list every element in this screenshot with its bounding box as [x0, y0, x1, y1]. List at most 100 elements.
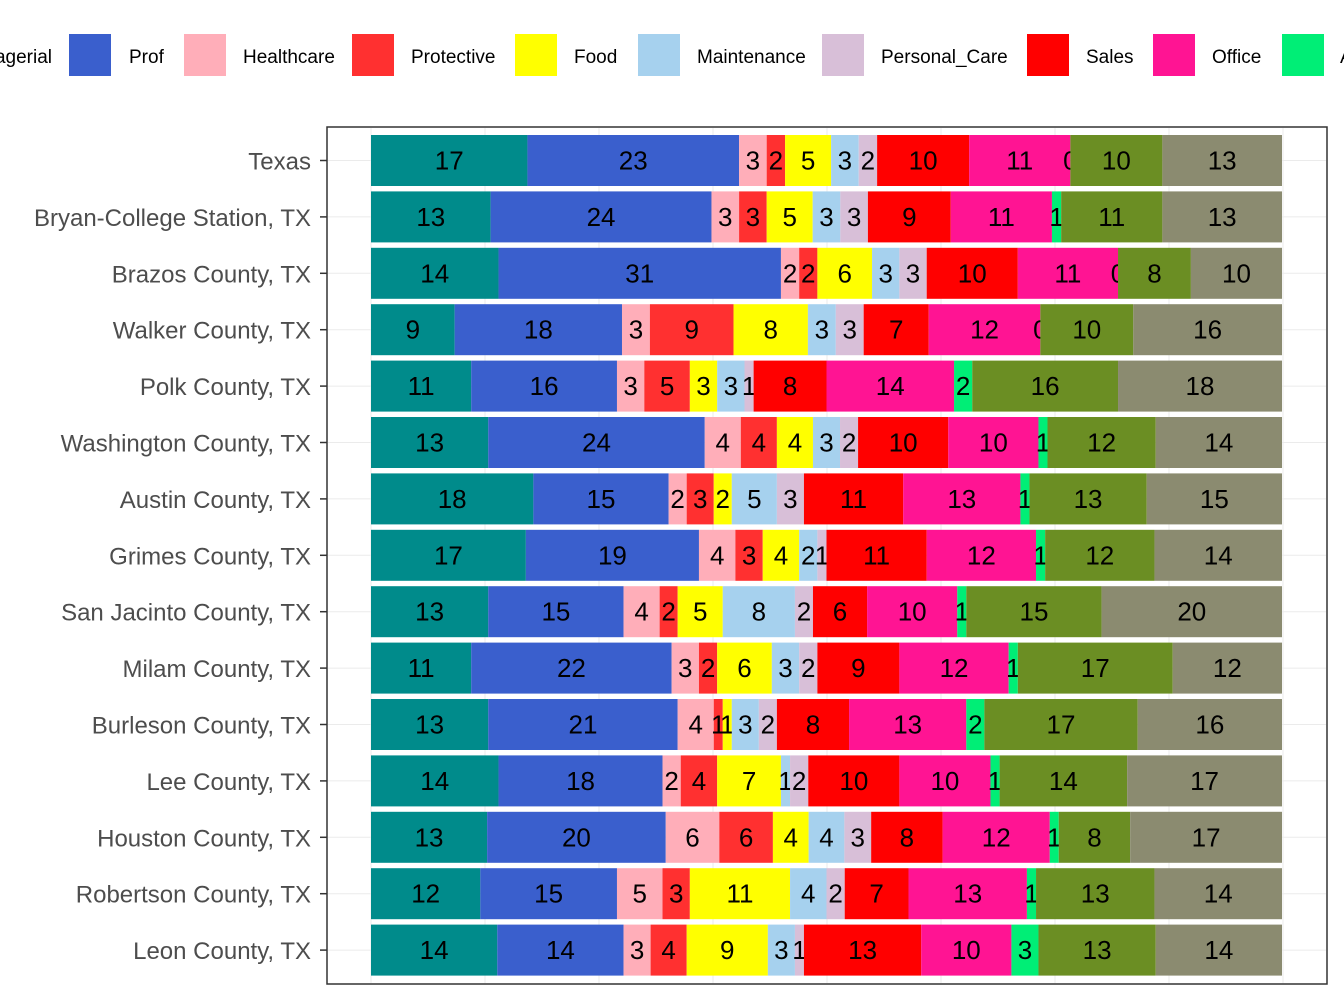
data-label: 13	[1074, 484, 1103, 514]
bar-row: 9183983371201016	[371, 304, 1282, 356]
bar-segment	[776, 699, 850, 750]
data-label: 24	[587, 202, 616, 232]
data-label: 11	[408, 371, 435, 401]
data-label: 7	[869, 879, 883, 909]
bar-segment	[497, 924, 624, 976]
data-label: 14	[420, 258, 449, 288]
bar-segment	[954, 360, 973, 412]
data-label: 1	[988, 766, 1002, 796]
legend-key	[1282, 34, 1324, 76]
legend-key	[1153, 34, 1195, 76]
data-label: 13	[415, 822, 444, 852]
bar-segment	[767, 924, 795, 976]
bar-segment	[722, 699, 732, 750]
y-tick-label: Leon County, TX	[133, 938, 311, 965]
bar-segment	[371, 473, 534, 525]
bar-segment	[1017, 642, 1173, 694]
bar-segment	[926, 247, 1018, 299]
bar-row: 12 15 5 3 11 4 2 7 13 1 13 14	[371, 868, 1282, 920]
bar-segment	[527, 135, 740, 186]
data-label: 2	[664, 766, 678, 796]
data-label: 1	[720, 710, 734, 740]
bar-segment	[1058, 811, 1131, 863]
bar-segment	[899, 755, 991, 807]
data-label: 10	[909, 146, 938, 176]
y-tick-label: Bryan-College Station, TX	[34, 205, 311, 232]
bar-segment	[1020, 473, 1030, 525]
y-axis: Texas Bryan-College Station, TX Brazos Cou…	[34, 149, 327, 965]
legend-label: Office	[1212, 47, 1261, 68]
bar-row: 17 19 4 3 4 2 1 11 12 1 12 14	[371, 529, 1282, 581]
bar-row: 14312263310110810	[371, 247, 1282, 299]
data-label: 3	[669, 879, 683, 909]
bar-segment	[957, 586, 967, 638]
bar-segment	[780, 247, 800, 299]
bar-segment	[803, 473, 904, 525]
data-label: 4	[710, 540, 724, 570]
bar-segment	[717, 360, 745, 412]
bar-segment	[972, 360, 1119, 412]
bar-segment	[623, 586, 660, 638]
data-label: 13	[893, 710, 922, 740]
data-label: 1	[778, 766, 792, 796]
data-label: 15	[1200, 484, 1229, 514]
bar-segment	[498, 755, 663, 807]
y-tick-label: Walker County, TX	[113, 318, 311, 345]
bar-segment	[698, 529, 736, 581]
bar-segment	[807, 304, 836, 356]
data-label: 10	[898, 597, 927, 627]
bar-segment	[808, 755, 900, 807]
bar-segment	[487, 811, 666, 863]
data-label: 13	[947, 484, 976, 514]
bar-segment	[686, 473, 714, 525]
bar-segment	[1029, 473, 1147, 525]
data-label: 10	[1222, 258, 1251, 288]
data-label: 3	[778, 653, 792, 683]
bar-segment	[867, 586, 958, 638]
data-label: 7	[889, 315, 903, 345]
bar-segment	[999, 755, 1128, 807]
data-label: 3	[718, 202, 732, 232]
bar-segment	[533, 473, 669, 525]
data-label: 1	[711, 710, 725, 740]
bar-segment	[471, 360, 617, 412]
bar-segment	[371, 191, 491, 243]
bar-segment	[908, 868, 1027, 920]
data-label: 4	[688, 710, 702, 740]
data-label: 16	[1031, 371, 1060, 401]
bar-segment	[616, 868, 663, 920]
bar-segment	[948, 417, 1039, 468]
legend-label: Maintenance	[697, 47, 806, 68]
y-tick-label: Lee County, TX	[146, 769, 311, 796]
chart-legend: agerial Prof Healthcare Protective Food Maint…	[0, 34, 1344, 76]
data-label: 5	[660, 371, 674, 401]
bar-segment	[1172, 642, 1282, 694]
bar-segment	[858, 417, 949, 468]
bar-segment	[1017, 247, 1119, 299]
bar-segment	[903, 473, 1021, 525]
bar-segment	[1127, 755, 1282, 807]
bar-segment	[877, 135, 970, 186]
data-label: 14	[1204, 540, 1233, 570]
data-label: 1	[1024, 879, 1038, 909]
bar-row: 11 22 3 2 6 3 2 9 12 1 17 12	[371, 642, 1282, 694]
bar-segment	[969, 135, 1071, 186]
data-label: 13	[415, 710, 444, 740]
bar-row: 14 14 3 4 9 3 1 13 10 3 13 14	[371, 924, 1282, 976]
bar-row: 13 24 3 3 5 3 3 9 11 1 11 13	[371, 191, 1282, 243]
data-label: 31	[625, 258, 654, 288]
bar-segment	[488, 699, 678, 750]
data-label: 11	[863, 540, 890, 570]
bar-segment	[849, 699, 967, 750]
bar-segment	[766, 135, 786, 186]
data-label: 10	[930, 766, 959, 796]
bar-segment	[1190, 247, 1282, 299]
data-label: 1	[1006, 653, 1020, 683]
bar-segment	[371, 699, 489, 750]
data-label: 12	[1087, 428, 1116, 458]
bar-segment	[644, 360, 690, 412]
legend-key	[515, 34, 557, 76]
legend-key	[352, 34, 394, 76]
data-label: 3	[738, 710, 752, 740]
